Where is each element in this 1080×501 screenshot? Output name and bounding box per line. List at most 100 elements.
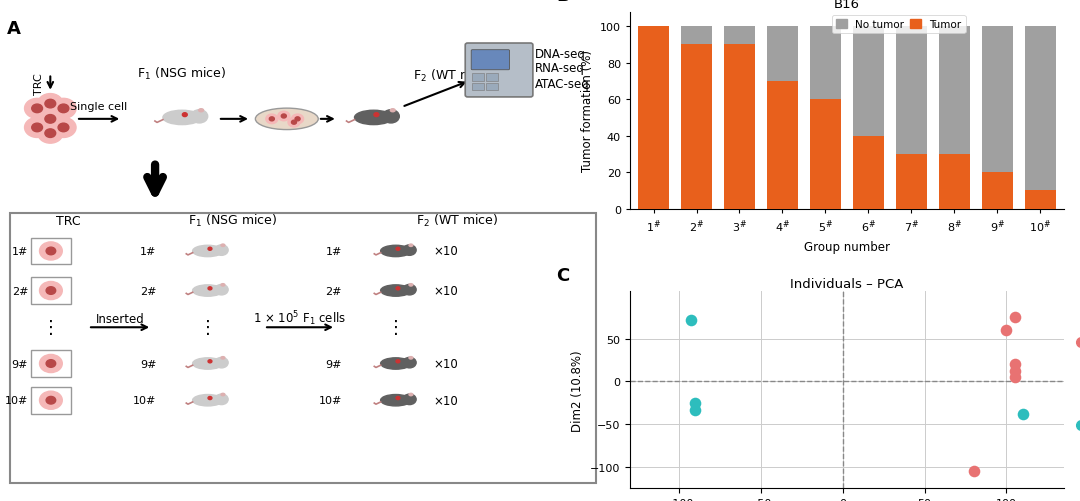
Text: TRC: TRC: [33, 73, 43, 95]
Ellipse shape: [192, 285, 222, 297]
Point: [1007, 314, 1024, 322]
Text: B: B: [556, 0, 570, 5]
Ellipse shape: [409, 244, 413, 247]
Bar: [982, 173, 1013, 209]
Ellipse shape: [354, 111, 393, 125]
Text: F$_1$ (NSG mice): F$_1$ (NSG mice): [137, 66, 227, 82]
Circle shape: [46, 247, 56, 255]
Circle shape: [208, 287, 212, 290]
FancyBboxPatch shape: [30, 278, 71, 304]
Circle shape: [40, 391, 63, 409]
Circle shape: [31, 105, 42, 113]
Ellipse shape: [221, 393, 225, 396]
Circle shape: [215, 245, 228, 256]
Circle shape: [403, 285, 416, 295]
Text: ⋮: ⋮: [42, 319, 59, 337]
FancyBboxPatch shape: [30, 387, 71, 414]
Text: Inserted: Inserted: [96, 313, 145, 326]
Ellipse shape: [380, 246, 410, 257]
Circle shape: [382, 110, 400, 124]
Circle shape: [374, 114, 379, 117]
Circle shape: [40, 242, 63, 261]
FancyBboxPatch shape: [472, 84, 484, 91]
Text: 1#: 1#: [140, 246, 157, 257]
Point: [1007, 367, 1024, 375]
Circle shape: [25, 118, 50, 138]
Text: ×10: ×10: [433, 245, 458, 258]
Circle shape: [40, 282, 63, 300]
Ellipse shape: [409, 393, 413, 396]
Bar: [767, 27, 798, 82]
Text: 2#: 2#: [12, 286, 28, 296]
Circle shape: [45, 100, 56, 109]
Title: Individuals – PCA: Individuals – PCA: [791, 278, 904, 291]
Text: A: A: [6, 20, 21, 38]
Circle shape: [46, 287, 56, 295]
Circle shape: [292, 115, 303, 124]
Point: [998, 326, 1015, 334]
Bar: [810, 27, 841, 100]
Bar: [724, 45, 755, 209]
Bar: [1025, 191, 1055, 209]
Ellipse shape: [221, 284, 225, 287]
Circle shape: [45, 130, 56, 138]
Text: 1#: 1#: [325, 246, 342, 257]
Bar: [895, 155, 927, 209]
Circle shape: [215, 358, 228, 368]
Bar: [767, 82, 798, 209]
Text: DNA-seq: DNA-seq: [536, 48, 586, 61]
Text: 10#: 10#: [319, 395, 342, 405]
Bar: [853, 27, 883, 136]
Circle shape: [215, 394, 228, 405]
Text: ATAC-seq: ATAC-seq: [536, 78, 590, 90]
Circle shape: [288, 118, 300, 128]
Circle shape: [40, 355, 63, 373]
Text: F$_2$ (WT mice): F$_2$ (WT mice): [417, 213, 499, 229]
Circle shape: [31, 124, 42, 132]
Circle shape: [58, 105, 69, 113]
Circle shape: [208, 247, 212, 251]
Circle shape: [396, 287, 400, 290]
Text: 9#: 9#: [139, 359, 157, 369]
Circle shape: [396, 360, 400, 363]
Bar: [853, 136, 883, 209]
FancyBboxPatch shape: [30, 238, 71, 265]
Circle shape: [191, 110, 207, 124]
Ellipse shape: [163, 111, 201, 125]
Legend: No tumor, Tumor: No tumor, Tumor: [833, 16, 966, 34]
Ellipse shape: [255, 109, 319, 130]
FancyBboxPatch shape: [471, 51, 510, 71]
Point: [687, 399, 704, 407]
Bar: [982, 27, 1013, 173]
Bar: [939, 27, 970, 155]
Text: 9#: 9#: [325, 359, 342, 369]
Bar: [681, 45, 712, 209]
Ellipse shape: [192, 395, 222, 406]
Text: 9#: 9#: [12, 359, 28, 369]
Circle shape: [38, 110, 63, 130]
Ellipse shape: [409, 357, 413, 359]
Text: 2#: 2#: [325, 286, 342, 296]
Circle shape: [51, 99, 76, 119]
FancyBboxPatch shape: [10, 214, 596, 483]
Bar: [681, 27, 712, 45]
Text: C: C: [556, 266, 569, 284]
FancyBboxPatch shape: [486, 74, 498, 82]
Text: 2#: 2#: [139, 286, 157, 296]
Text: ×10: ×10: [433, 285, 458, 298]
Ellipse shape: [380, 285, 410, 297]
FancyBboxPatch shape: [486, 84, 498, 91]
Point: [687, 406, 704, 414]
Text: ×10: ×10: [433, 357, 458, 370]
Text: Single cell: Single cell: [69, 102, 126, 112]
Circle shape: [38, 94, 63, 114]
Text: 10#: 10#: [4, 395, 28, 405]
Bar: [1025, 27, 1055, 191]
Circle shape: [403, 358, 416, 368]
Circle shape: [396, 397, 400, 400]
Ellipse shape: [221, 357, 225, 359]
Text: RNA-seq: RNA-seq: [536, 62, 585, 75]
Y-axis label: Tumor formation (%): Tumor formation (%): [581, 50, 594, 172]
Circle shape: [269, 118, 274, 122]
Circle shape: [396, 247, 400, 251]
